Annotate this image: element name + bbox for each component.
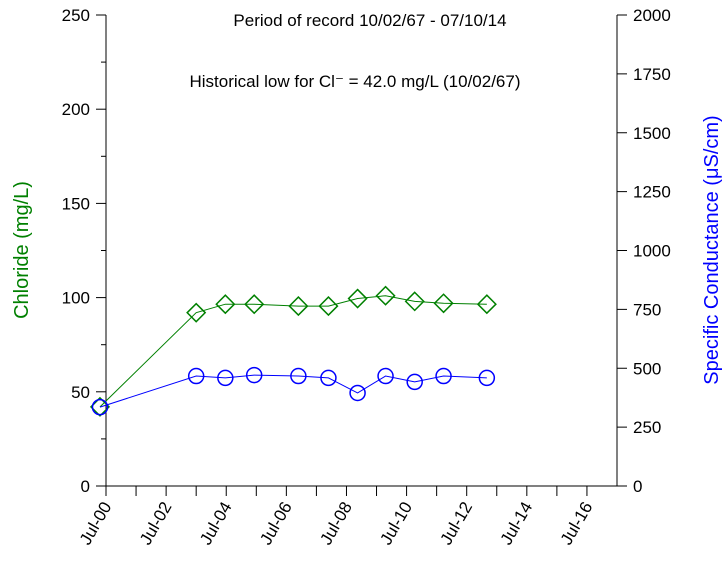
x-tick-label: Jul-14 (497, 499, 537, 549)
diamond-marker (347, 288, 368, 309)
diamond-marker (375, 285, 396, 306)
x-tick-label: Jul-12 (437, 499, 477, 549)
y2-tick-label: 500 (633, 359, 661, 378)
x-tick-label: Jul-08 (316, 499, 356, 549)
annotation: Historical low for Cl⁻ = 42.0 mg/L (10/0… (189, 72, 520, 91)
y2-tick-label: 1500 (633, 124, 671, 143)
y2-tick-label: 750 (633, 300, 661, 319)
circle-marker (478, 369, 496, 387)
x-tick-label: Jul-16 (557, 499, 597, 549)
x-tick-label: Jul-06 (256, 499, 296, 549)
chart-title: 380451092452301 (299, 0, 441, 2)
diamond-marker (215, 294, 236, 315)
series-line (99, 374, 487, 408)
x-tick-label: Jul-02 (136, 499, 176, 549)
diamond-marker (404, 291, 425, 312)
circle-marker (435, 367, 452, 385)
y-tick-label: 100 (62, 289, 90, 308)
y2-tick-label: 1750 (633, 65, 671, 84)
diamond-marker (288, 296, 309, 317)
diamond-marker (433, 293, 454, 314)
diamond-marker (186, 302, 207, 323)
circle-marker (245, 366, 263, 384)
circle-marker (320, 369, 337, 387)
y-tick-label: 200 (62, 100, 90, 119)
circle-marker (349, 384, 366, 402)
y2-tick-label: 1250 (633, 183, 671, 202)
circle-marker (187, 367, 205, 385)
y-tick-label: 50 (71, 383, 90, 402)
y-tick-label: 0 (81, 477, 90, 496)
circle-marker (217, 369, 234, 387)
y2-tick-label: 1000 (633, 242, 671, 261)
diamond-marker (318, 296, 339, 317)
x-tick-label: Jul-10 (376, 499, 416, 549)
circle-marker (91, 398, 109, 416)
series-line (99, 295, 487, 408)
y-tick-label: 150 (62, 194, 90, 213)
y2-axis-label: Specific Conductance (μS/cm) (701, 115, 723, 384)
y2-tick-label: 0 (633, 477, 642, 496)
diamond-marker (244, 294, 265, 315)
diamond-marker (476, 294, 497, 315)
circle-marker (377, 367, 394, 385)
circle-marker (406, 373, 423, 391)
x-tick-label: Jul-00 (76, 499, 116, 549)
x-tick-label: Jul-04 (196, 499, 236, 549)
y2-tick-label: 2000 (633, 6, 671, 25)
chart-subtitle: Period of record 10/02/67 - 07/10/14 (233, 11, 506, 30)
y2-tick-label: 250 (633, 418, 661, 437)
circle-marker (290, 367, 307, 385)
y-tick-label: 250 (62, 6, 90, 25)
y-axis-label: Chloride (mg/L) (11, 181, 33, 319)
